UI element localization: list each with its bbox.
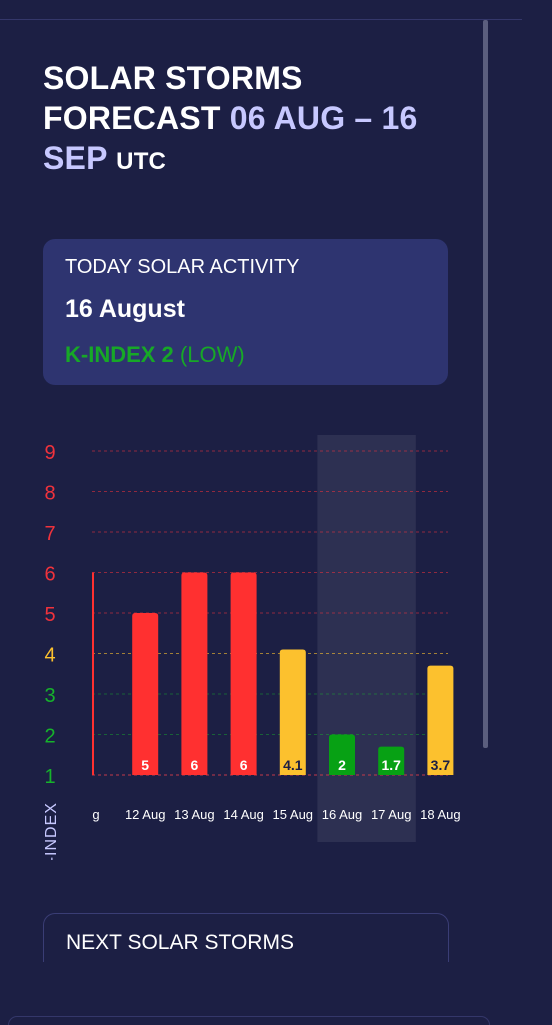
bar-value-label-4: 4.1 bbox=[283, 757, 303, 773]
bar-17-aug bbox=[378, 746, 405, 775]
x-tick-label-6: 17 Aug bbox=[371, 807, 412, 822]
bar-value-label-1: 5 bbox=[141, 757, 149, 773]
bar-value-label-3: 6 bbox=[240, 757, 248, 773]
x-tick-label-7: 18 Aug bbox=[420, 807, 461, 822]
bar-12-aug bbox=[132, 613, 159, 775]
bar-14-aug bbox=[230, 572, 257, 775]
bar-15-aug bbox=[279, 649, 306, 775]
y-axis-label: K-INDEX bbox=[43, 802, 60, 860]
today-activity-card: TODAY SOLAR ACTIVITY 16 August K-INDEX 2… bbox=[43, 239, 448, 385]
next-storms-label: NEXT SOLAR STORMS bbox=[66, 931, 294, 954]
x-tick-label-2: 13 Aug bbox=[174, 807, 215, 822]
selected-day-highlight bbox=[317, 435, 416, 842]
y-tick-label-8: 8 bbox=[44, 483, 55, 505]
y-tick-label-4: 4 bbox=[44, 645, 55, 667]
y-tick-label-6: 6 bbox=[44, 564, 55, 586]
today-kindex-value: K-INDEX 2 bbox=[65, 342, 174, 367]
title-main: SOLAR STORMS FORECAST bbox=[43, 60, 303, 136]
x-tick-label-4: 15 Aug bbox=[273, 807, 314, 822]
bar-value-label-2: 6 bbox=[191, 757, 199, 773]
y-tick-label-5: 5 bbox=[44, 604, 55, 626]
x-tick-label-0: g bbox=[92, 807, 99, 822]
y-tick-label-1: 1 bbox=[44, 766, 55, 788]
y-tick-label-3: 3 bbox=[44, 685, 55, 707]
today-date: 16 August bbox=[65, 295, 185, 323]
title-timezone: UTC bbox=[116, 148, 167, 175]
top-divider bbox=[0, 19, 522, 20]
y-tick-label-2: 2 bbox=[44, 726, 55, 748]
title-date-range: 06 AUG – 16 SEP bbox=[43, 100, 418, 176]
today-activity-label: TODAY SOLAR ACTIVITY bbox=[65, 256, 300, 278]
scrollbar[interactable] bbox=[483, 20, 488, 748]
bar-value-label-5: 2 bbox=[338, 757, 346, 773]
bar-value-label-7: 3.7 bbox=[431, 757, 451, 773]
bar-value-label-6: 1.7 bbox=[381, 757, 401, 773]
bar-18-aug bbox=[427, 665, 454, 775]
bar-16-aug bbox=[329, 734, 355, 775]
x-tick-label-1: 12 Aug bbox=[125, 807, 166, 822]
x-tick-label-3: 14 Aug bbox=[223, 807, 264, 822]
x-tick-label-5: 16 Aug bbox=[322, 807, 363, 822]
y-tick-label-7: 7 bbox=[44, 523, 55, 545]
today-kindex: K-INDEX 2 (LOW) bbox=[65, 342, 245, 368]
page-title: SOLAR STORMS FORECAST 06 AUG – 16 SEP UT… bbox=[43, 58, 443, 182]
kindex-bar-chart: 1 2 3 4 5 6 7 8 9 g 5 12 Aug 6 13 Aug 6 14 Aug 4.1 15 Aug… bbox=[43, 435, 461, 860]
y-tick-label-9: 9 bbox=[44, 442, 55, 464]
bottom-area bbox=[0, 962, 552, 1024]
today-activity-level: (LOW) bbox=[179, 342, 245, 367]
bar-13-aug bbox=[181, 572, 208, 775]
